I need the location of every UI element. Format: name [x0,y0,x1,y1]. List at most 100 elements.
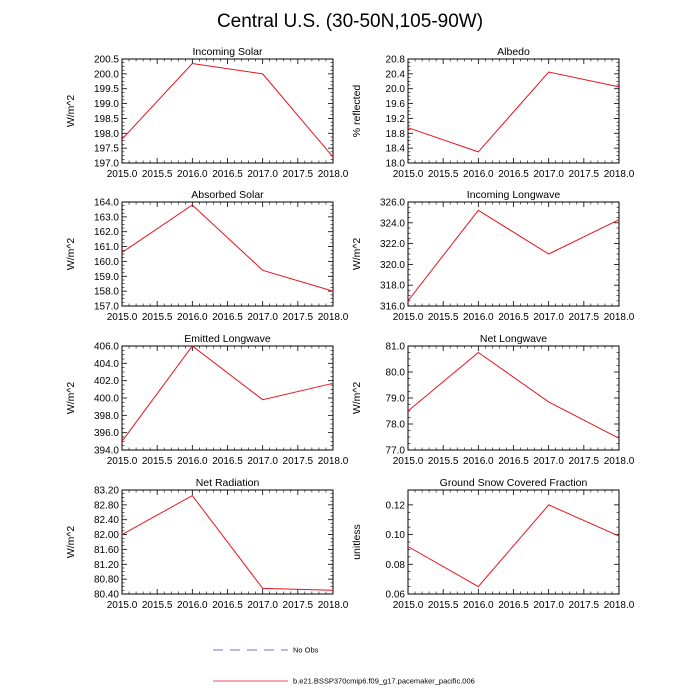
y-tick-label: 200.0 [94,69,119,80]
panel-title: Albedo [497,46,530,58]
panel-2: Albedo 2015.0 2015.5 2016.0 2016.5 2017.0 2017… [351,46,635,180]
y-tick-label: 404.0 [94,359,119,370]
panel-1: Incoming Solar 2015.0 2015.5 2016.0 2016.5 20… [65,46,349,180]
x-tick-label: 2018.0 [318,312,349,323]
x-tick-label: 2016.0 [463,312,494,323]
x-tick-label: 2018.0 [318,600,349,611]
y-tick-label: 82.80 [94,500,119,511]
x-tick-label: 2016.0 [463,456,494,467]
y-tick-label: 81.0 [386,342,406,353]
y-tick-label: 19.6 [386,99,406,110]
x-tick-label: 2017.5 [283,169,314,180]
x-tick-label: 2016.5 [212,169,243,180]
x-tick-label: 2015.0 [393,456,424,467]
y-tick-label: 318.0 [380,281,405,292]
x-tick-label: 2017.5 [283,600,314,611]
x-tick-label: 2016.5 [498,456,529,467]
x-tick-label: 2017.5 [569,456,600,467]
panel-title: Incoming Solar [192,46,263,58]
y-tick-label: 199.0 [94,99,119,110]
x-tick-label: 2017.5 [283,456,314,467]
y-tick-label: 80.80 [94,575,119,586]
panel-3: Absorbed Solar 2015.0 2015.5 2016.0 2016.5 20… [65,189,349,323]
y-axis-label: unitless [351,524,363,560]
x-tick-label: 2015.5 [428,169,459,180]
y-axis-label: % reflected [351,85,363,138]
x-tick-label: 2016.0 [177,312,208,323]
x-tick-label: 2015.0 [393,600,424,611]
series-line [121,345,334,442]
plot-frame [121,201,334,307]
legend-obs-label: No Obs [293,646,319,655]
y-tick-label: 396.0 [94,428,119,439]
panel-4: Incoming Longwave 2015.0 2015.5 2016.0 2016.… [351,189,635,323]
y-tick-label: 20.4 [386,69,406,80]
y-tick-label: 0.12 [386,500,406,511]
y-tick-label: 199.5 [94,84,119,95]
y-tick-label: 197.5 [94,144,119,155]
series-line [407,209,620,302]
y-tick-label: 326.0 [380,198,405,209]
main-title: Central U.S. (30-50N,105-90W) [217,11,483,32]
panel-title: Net Radiation [196,477,260,489]
y-tick-label: 322.0 [380,239,405,250]
x-tick-label: 2017.0 [533,169,564,180]
y-tick-label: 198.5 [94,114,119,125]
y-tick-label: 80.0 [386,368,406,379]
x-tick-label: 2018.0 [604,456,635,467]
series-line [407,351,620,439]
x-tick-label: 2015.5 [142,169,173,180]
y-tick-label: 82.40 [94,515,119,526]
x-tick-label: 2016.5 [498,169,529,180]
y-tick-label: 398.0 [94,411,119,422]
x-tick-label: 2015.5 [142,312,173,323]
y-tick-label: 402.0 [94,376,119,387]
y-tick-label: 18.4 [386,144,406,155]
x-tick-label: 2017.0 [247,312,278,323]
x-tick-label: 2017.0 [533,312,564,323]
x-tick-label: 2016.5 [212,312,243,323]
panels: Incoming Solar 2015.0 2015.5 2016.0 2016.5 20… [65,46,635,611]
y-tick-label: 159.0 [94,272,119,283]
y-tick-label: 320.0 [380,260,405,271]
y-tick-label: 79.0 [386,394,406,405]
y-tick-label: 162.0 [94,227,119,238]
y-tick-label: 20.0 [386,84,406,95]
x-tick-label: 2015.0 [393,169,424,180]
panel-6: Net Longwave 2015.0 2015.5 2016.0 2016.5 2017… [351,333,635,467]
x-tick-label: 2017.0 [247,600,278,611]
legend: No Obs b.e21.BSSP370cmip6.f09_g17.pacema… [213,646,475,686]
series-line [121,494,334,591]
y-tick-label: 198.0 [94,129,119,140]
y-tick-label: 83.20 [94,486,119,497]
plot-frame [407,58,620,164]
panel-title: Net Longwave [480,333,547,345]
y-axis-label: W/m^2 [351,238,363,271]
panel-5: Emitted Longwave 2015.0 2015.5 2016.0 2016.5… [65,333,349,467]
panel-title: Incoming Longwave [467,189,561,201]
x-tick-label: 2016.0 [463,600,494,611]
series-line [121,62,334,158]
x-tick-label: 2018.0 [318,169,349,180]
y-tick-label: 82.00 [94,530,119,541]
y-tick-label: 81.20 [94,560,119,571]
x-tick-label: 2017.0 [247,456,278,467]
x-tick-label: 2015.0 [107,600,138,611]
y-tick-label: 197.0 [94,159,119,170]
y-tick-label: 158.0 [94,287,119,298]
x-tick-label: 2015.5 [428,312,459,323]
x-tick-label: 2017.0 [247,169,278,180]
y-axis-label: W/m^2 [65,95,77,128]
y-tick-label: 324.0 [380,218,405,229]
y-tick-label: 19.2 [386,114,406,125]
y-tick-label: 77.0 [386,446,406,457]
x-tick-label: 2016.0 [177,456,208,467]
x-tick-label: 2016.5 [498,312,529,323]
x-tick-label: 2017.5 [569,169,600,180]
y-tick-label: 18.0 [386,159,406,170]
x-tick-label: 2018.0 [604,312,635,323]
x-tick-label: 2015.0 [107,169,138,180]
y-tick-label: 316.0 [380,302,405,313]
panel-title: Ground Snow Covered Fraction [440,477,588,489]
y-tick-label: 200.5 [94,55,119,66]
